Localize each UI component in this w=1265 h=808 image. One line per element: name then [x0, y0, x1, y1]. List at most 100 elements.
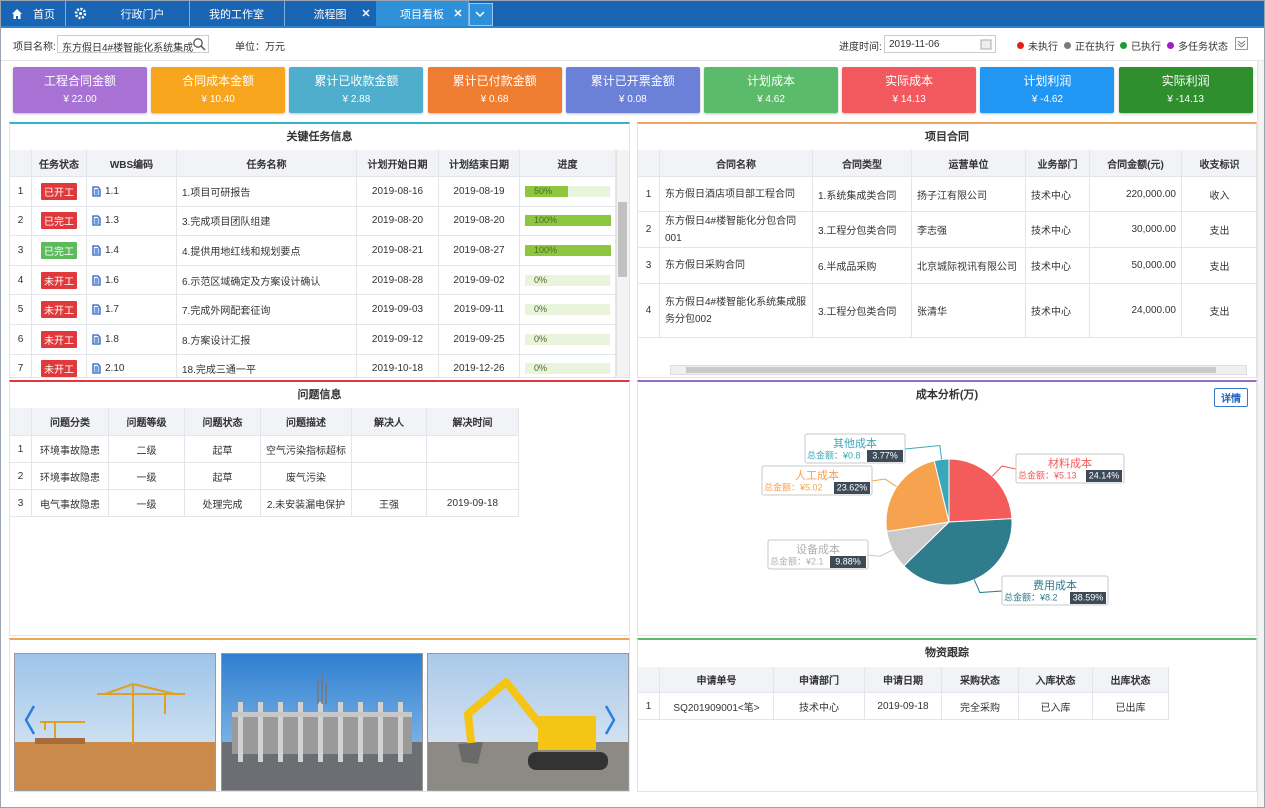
- cell-text: 24,000.00: [1131, 305, 1177, 316]
- cell-text: 电气事故隐患: [40, 499, 100, 511]
- file-icon: [92, 334, 101, 345]
- tab[interactable]: 行政门户: [96, 1, 190, 26]
- material-panel: 物资跟踪 申请单号 申请部门 申请日期 采购状态 入库状态 出库状态 1 SQ201909001…: [637, 638, 1257, 792]
- table-cell: 0%: [520, 325, 616, 355]
- table-cell: 技术中心: [774, 693, 865, 720]
- legend-item: 正在执行: [1064, 38, 1115, 53]
- table-cell: 已完工: [32, 206, 87, 237]
- detail-button[interactable]: 详情: [1214, 388, 1248, 407]
- table-cell: [427, 436, 519, 463]
- cell-text: 2019-09-25: [453, 333, 505, 345]
- header-cell: 业务部门: [1026, 150, 1090, 177]
- table-cell: 50,000.00: [1090, 248, 1182, 284]
- cell-text: 2019-08-27: [453, 244, 505, 256]
- legend-item: 未执行: [1017, 38, 1058, 53]
- cell-text: 李志强: [917, 226, 947, 237]
- file-icon: [92, 363, 101, 375]
- progress-label: 100%: [534, 244, 558, 255]
- percent-label: 38.59%: [1073, 592, 1104, 602]
- table-cell: 2019-08-20: [357, 206, 439, 237]
- table-cell: 1.3: [87, 206, 177, 237]
- table-cell: [352, 463, 427, 490]
- tab-close: [362, 9, 370, 17]
- project-input[interactable]: 东方假日4#楼智能化系统集成: [57, 35, 209, 53]
- header-cell: 进度: [520, 150, 616, 177]
- table-cell: 东方假日4#楼智能化分包合同001: [660, 212, 813, 248]
- cell-text: 处理完成: [202, 499, 243, 511]
- tab[interactable]: 项目看板: [376, 1, 469, 26]
- cell-text: 东方假日酒店项目部工程合同: [665, 188, 795, 200]
- kpi-value: ¥ 10.40: [201, 94, 235, 105]
- tab[interactable]: 我的工作室: [189, 1, 285, 26]
- row-index: 3: [17, 497, 24, 509]
- pillar: [238, 702, 243, 762]
- photo: [14, 653, 216, 791]
- progress-label: 100%: [534, 215, 558, 226]
- kpi-card: 累计已收款金额 ¥ 2.88: [289, 67, 424, 113]
- progress-track: 0%: [525, 363, 610, 375]
- status-badge: 已完工: [41, 212, 77, 230]
- unit-label: 单位：万元: [235, 42, 285, 53]
- wbs-code: 2.10: [105, 363, 125, 375]
- table-cell: 支出: [1182, 212, 1256, 248]
- category-label: 费用成本: [1033, 578, 1077, 592]
- date-input[interactable]: 2019-11-06: [884, 35, 996, 53]
- table-cell: 废气污染: [261, 463, 352, 490]
- table-cell: 已完工: [32, 236, 87, 266]
- cell-text: 3.工程分包类合同: [818, 226, 897, 237]
- table-cell: 已开工: [32, 177, 87, 207]
- cell-text: 2019-08-19: [453, 185, 505, 197]
- legend-label: 正在执行: [1075, 42, 1115, 53]
- table-cell: 东方假日酒店项目部工程合同: [660, 177, 813, 212]
- table-cell: 起草: [185, 436, 261, 463]
- kpi-value: ¥ -4.62: [1031, 94, 1063, 105]
- carousel-arrow[interactable]: [24, 704, 38, 738]
- file-icon: [92, 245, 101, 256]
- category-label: 材料成本: [1048, 456, 1092, 470]
- header-cell: 计划开始日期: [357, 150, 439, 177]
- cell-text: 支出: [1209, 307, 1230, 318]
- cell-text: 技术中心: [799, 702, 839, 714]
- progress-track: 0%: [525, 274, 610, 286]
- cell-text: 50,000.00: [1131, 260, 1177, 271]
- cell-text: 30,000.00: [1131, 224, 1177, 235]
- file-shape: [92, 245, 101, 256]
- carousel-arrow[interactable]: [604, 704, 618, 738]
- table-cell: 5: [10, 295, 32, 325]
- crane: [40, 683, 185, 744]
- issue-panel: 问题信息 问题分类 问题等级 问题状态 问题描述 解决人 解决时间 1 环境事故隐患 二级 起草 空气…: [9, 380, 630, 636]
- header-cell: 出库状态: [1093, 667, 1169, 693]
- table-cell: 6.示范区域确定及方案设计确认: [177, 265, 357, 296]
- table-cell: 一级: [109, 463, 185, 490]
- gear: [74, 7, 87, 20]
- cell-text: 2019-10-18: [371, 363, 424, 375]
- handle: [200, 45, 206, 51]
- tab-close: [454, 9, 462, 17]
- pillar: [318, 702, 323, 762]
- kpi-value: ¥ 2.88: [342, 94, 371, 105]
- tab-label: 流程图: [313, 8, 347, 21]
- kpi-value: ¥ 4.62: [757, 94, 785, 105]
- file-shape: [92, 215, 101, 227]
- tab[interactable]: 流程图: [284, 1, 377, 26]
- header-cell: 任务状态: [32, 150, 87, 177]
- value-label: 总金额：¥5.13: [1018, 469, 1077, 480]
- cell-text: 2019-09-11: [453, 304, 505, 316]
- tab-dropdown[interactable]: [469, 3, 493, 26]
- table-cell: 技术中心: [1026, 212, 1090, 248]
- file-shape: [92, 304, 101, 315]
- table-cell: 8.方案设计汇报: [177, 325, 357, 355]
- table-cell: [427, 463, 519, 490]
- header-cell: 计划结束日期: [439, 150, 520, 177]
- table-cell: 电气事故隐患: [32, 490, 109, 517]
- status-badge: 未开工: [41, 360, 77, 377]
- table-cell: 24,000.00: [1090, 284, 1182, 338]
- file-icon: [92, 186, 101, 197]
- tab[interactable]: 首页: [1, 1, 66, 26]
- file-icon: [92, 274, 101, 286]
- pie-slice: [948, 458, 1013, 523]
- legend-item: 已执行: [1120, 38, 1161, 53]
- table-cell: 220,000.00: [1090, 177, 1182, 212]
- table-cell: 2019-09-12: [357, 325, 439, 355]
- file-shape: [92, 274, 101, 286]
